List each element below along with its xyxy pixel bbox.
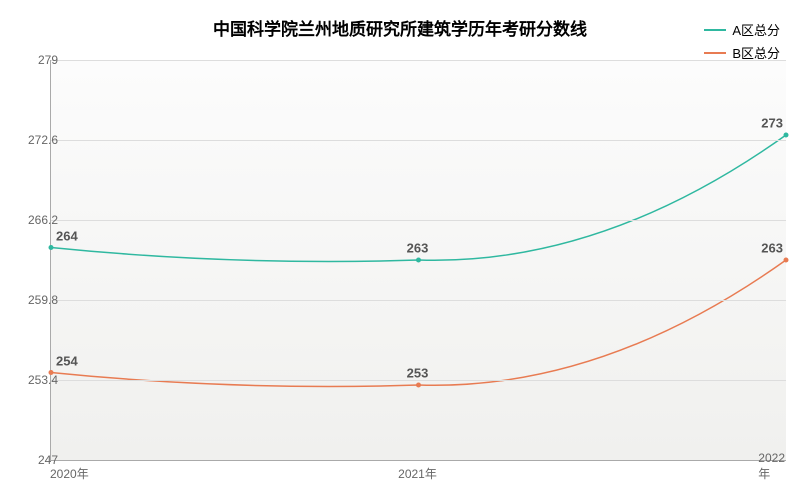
chart-container: 中国科学院兰州地质研究所建筑学历年考研分数线 A区总分 B区总分 247253.… bbox=[0, 0, 800, 500]
x-tick-label: 2022年 bbox=[758, 451, 785, 482]
chart-title: 中国科学院兰州地质研究所建筑学历年考研分数线 bbox=[0, 15, 800, 40]
grid-line bbox=[51, 140, 786, 141]
data-label: 254 bbox=[56, 353, 78, 368]
data-point bbox=[784, 258, 789, 263]
data-label: 263 bbox=[407, 241, 429, 256]
grid-line bbox=[51, 220, 786, 221]
legend-item-a: A区总分 bbox=[704, 20, 780, 39]
data-point bbox=[416, 383, 421, 388]
chart-svg bbox=[51, 60, 786, 460]
legend-label-a: A区总分 bbox=[732, 20, 780, 39]
x-tick-label: 2021年 bbox=[398, 465, 437, 482]
data-label: 273 bbox=[761, 116, 783, 131]
y-tick-label: 272.6 bbox=[28, 133, 58, 147]
legend-swatch-b bbox=[704, 52, 726, 54]
data-label: 253 bbox=[407, 366, 429, 381]
y-tick-label: 279 bbox=[38, 53, 58, 67]
y-tick-label: 253.4 bbox=[28, 373, 58, 387]
legend-swatch-a bbox=[704, 29, 726, 31]
y-tick-label: 266.2 bbox=[28, 213, 58, 227]
y-tick-label: 259.8 bbox=[28, 293, 58, 307]
grid-line bbox=[51, 300, 786, 301]
data-point bbox=[784, 133, 789, 138]
data-label: 263 bbox=[761, 241, 783, 256]
x-tick-label: 2020年 bbox=[50, 465, 89, 482]
data-label: 264 bbox=[56, 228, 78, 243]
plot-area bbox=[50, 60, 786, 461]
data-point bbox=[416, 258, 421, 263]
grid-line bbox=[51, 60, 786, 61]
data-point bbox=[49, 245, 54, 250]
